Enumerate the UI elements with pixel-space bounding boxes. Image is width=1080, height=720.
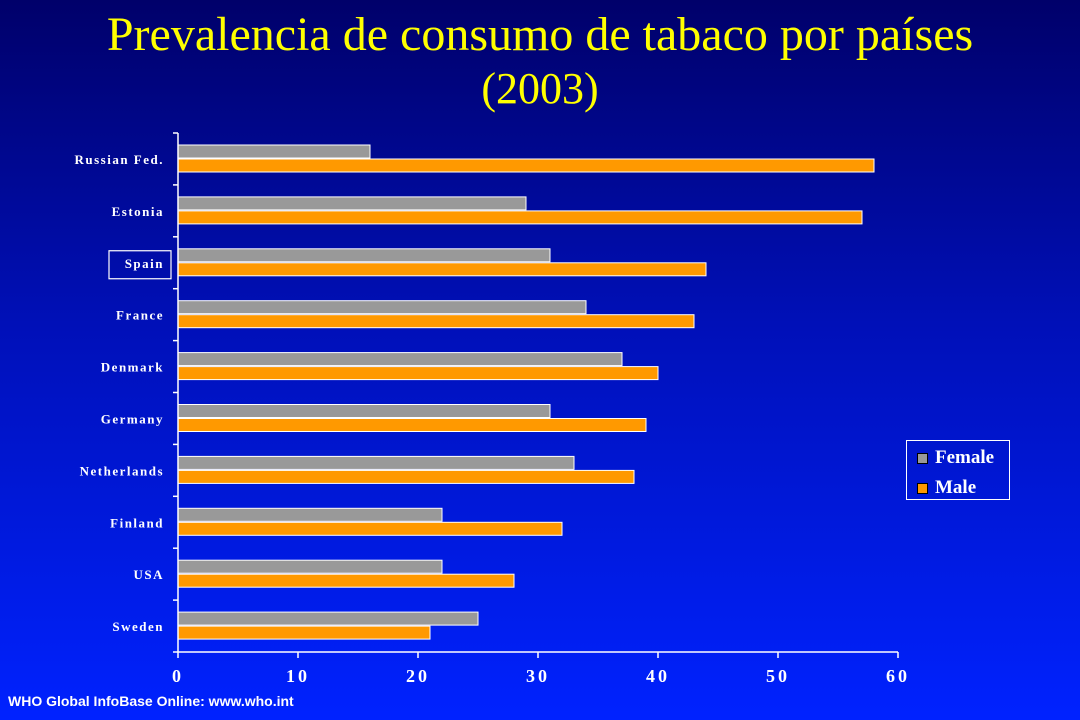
bar-male-usa xyxy=(177,573,515,588)
highlight-box xyxy=(108,250,172,280)
category-label: USA xyxy=(133,567,164,582)
x-tick-label: 30 xyxy=(526,666,550,686)
bar-male-netherlands xyxy=(177,469,635,484)
bar-male-russian-fed- xyxy=(177,158,875,173)
bar-female-estonia xyxy=(177,196,527,211)
category-label: Spain xyxy=(125,256,164,271)
category-label: Estonia xyxy=(112,204,164,219)
title-subtitle: (2003) xyxy=(481,64,599,113)
x-tick-label: 10 xyxy=(286,666,310,686)
category-label: France xyxy=(116,308,164,323)
legend-label-male: Male xyxy=(935,477,977,498)
category-label: Denmark xyxy=(101,360,164,375)
category-label: Russian Fed. xyxy=(74,152,164,167)
x-tick-label: 0 xyxy=(172,666,184,686)
legend-swatch-female xyxy=(917,452,928,464)
bar-male-france xyxy=(177,314,695,329)
bar-female-germany xyxy=(177,404,551,418)
legend-item-female: Female xyxy=(917,447,994,469)
chart-title: Prevalencia de consumo de tabaco por paí… xyxy=(0,8,1080,116)
bar-female-netherlands xyxy=(177,455,575,470)
bar-female-russian-fed- xyxy=(177,144,371,159)
bar-male-germany xyxy=(177,418,647,432)
bar-female-sweden xyxy=(177,611,479,626)
bar-female-spain xyxy=(177,248,551,263)
title-main: Prevalencia de consumo de tabaco por paí… xyxy=(106,8,974,61)
legend-label-female: Female xyxy=(935,447,995,468)
category-label: Finland xyxy=(110,515,164,530)
category-label: Sweden xyxy=(112,619,164,634)
legend-item-male: Male xyxy=(917,477,976,499)
legend-swatch-male xyxy=(917,482,928,494)
source-footer: WHO Global InfoBase Online: www.who.int xyxy=(8,693,294,709)
bar-female-denmark xyxy=(177,352,623,367)
x-tick-label: 40 xyxy=(646,666,670,686)
category-label: Germany xyxy=(101,411,164,426)
category-label: Netherlands xyxy=(80,463,164,478)
x-tick-label: 50 xyxy=(766,666,790,686)
x-tick-label: 60 xyxy=(886,666,910,686)
bar-male-spain xyxy=(177,262,707,277)
x-tick-label: 20 xyxy=(406,666,430,686)
bar-male-sweden xyxy=(177,625,431,640)
bar-female-usa xyxy=(177,559,443,574)
bar-male-denmark xyxy=(177,366,659,381)
bar-male-estonia xyxy=(177,210,863,225)
bar-male-finland xyxy=(177,521,563,536)
legend: Female Male xyxy=(906,440,1010,500)
bar-female-finland xyxy=(177,507,443,522)
bar-female-france xyxy=(177,300,587,315)
